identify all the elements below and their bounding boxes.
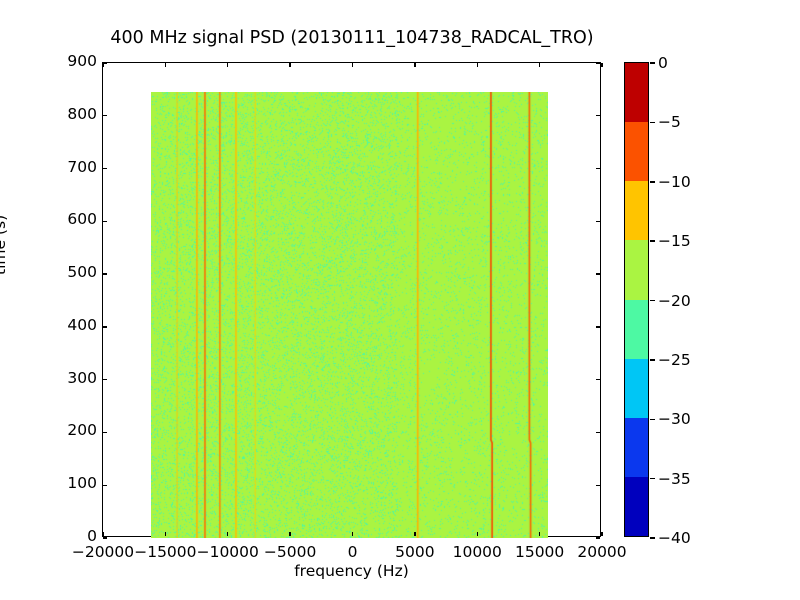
y-axis-tick-right (596, 115, 600, 117)
colorbar-tick (650, 299, 655, 302)
colorbar-tick-label: 0 (658, 54, 668, 72)
page-title: 400 MHz signal PSD (20130111_104738_RADC… (110, 28, 594, 48)
y-axis-tick (103, 220, 107, 223)
colorbar: 0 −5 −10 −15 −20 −25 −30 −35 −40 (624, 54, 691, 547)
y-axis-tick (103, 115, 107, 117)
colorbar-tick (650, 62, 655, 64)
y-axis-tick-right (596, 62, 600, 64)
colorbar-band (625, 63, 648, 123)
x-axis-tick-top (538, 63, 541, 67)
x-axis-tick-top (289, 63, 291, 67)
colorbar-tick-label: −5 (658, 113, 681, 132)
x-axis-tick-label: −15000 (134, 543, 197, 561)
y-axis-tick-right (596, 273, 600, 275)
y-axis-tick-label: 300 (67, 368, 97, 387)
y-axis-tick-label: 400 (67, 315, 97, 334)
y-axis-tick-label: 500 (67, 263, 97, 282)
y-axis-tick-label: 0 (87, 527, 97, 545)
colorbar-tick-label: −15 (658, 232, 691, 251)
colorbar-band (625, 299, 648, 359)
y-axis-tick-right (596, 220, 600, 223)
y-axis-tick-label: 800 (67, 104, 97, 123)
x-axis-tick (538, 532, 541, 536)
y-axis-tick (103, 537, 107, 539)
y-axis-tick (103, 273, 107, 275)
y-axis-tick-label: 700 (67, 157, 97, 176)
y-axis-tick (103, 431, 107, 434)
colorbar-band (625, 122, 648, 182)
x-axis-tick-label: 20000 (577, 543, 627, 561)
x-axis-tick (351, 532, 354, 536)
x-axis-tick (164, 532, 167, 536)
x-axis-tick-label: −20000 (71, 543, 135, 561)
y-axis-tick (103, 326, 107, 328)
colorbar-tick (650, 477, 655, 480)
colorbar-tick (650, 359, 655, 361)
colorbar-band (625, 358, 648, 418)
x-axis-tick-label: 5000 (395, 543, 435, 561)
x-axis-tick-top (164, 63, 167, 67)
y-axis-tick (103, 62, 107, 64)
y-axis-tick-label: 900 (67, 52, 97, 70)
x-axis-tick (414, 532, 416, 536)
colorbar-tick-label: −25 (658, 350, 691, 369)
x-axis-tick-top (601, 63, 603, 67)
y-axis-tick (103, 167, 107, 170)
colorbar-tick (650, 418, 655, 420)
colorbar-band (625, 240, 648, 300)
colorbar-band (625, 417, 648, 477)
x-axis-tick (289, 532, 291, 536)
y-axis-tick-right (596, 378, 600, 381)
x-axis-tick (102, 532, 104, 536)
colorbar-tick (650, 181, 655, 183)
x-axis-tick-top (414, 63, 416, 67)
heatmap-canvas (151, 92, 548, 538)
colorbar-tick (650, 537, 655, 539)
y-axis-tick-right (596, 537, 600, 539)
x-axis-tick-label: 0 (347, 543, 358, 561)
x-axis-tick-top (102, 63, 104, 67)
x-axis-label: frequency (Hz) (294, 562, 409, 580)
x-axis-tick-label: −10000 (196, 543, 259, 561)
plot-axes: 0 100 200 300 400 500 600 700 800 900 −20000 −15000… (67, 52, 626, 561)
colorbar-tick-label: −10 (658, 172, 691, 191)
y-axis-tick-right (596, 431, 600, 434)
colorbar-tick (650, 240, 655, 242)
y-axis-tick-right (596, 484, 600, 486)
x-axis-tick-top (227, 63, 229, 67)
x-axis-tick-label: 15000 (514, 543, 565, 561)
y-axis-tick (103, 484, 107, 486)
heatmap-data-region (151, 92, 548, 538)
colorbar-tick-label: −35 (658, 469, 691, 488)
colorbar-tick (650, 121, 655, 124)
y-axis-tick-label: 100 (67, 474, 97, 493)
y-axis-tick-right (596, 167, 600, 170)
x-axis-tick (227, 532, 229, 536)
y-axis-tick-right (596, 326, 600, 328)
y-axis-tick (103, 378, 107, 381)
colorbar-tick-label: −20 (658, 291, 691, 310)
x-axis-tick (601, 532, 603, 536)
x-axis-tick-label: −5000 (263, 543, 317, 561)
colorbar-tick-label: −30 (658, 410, 691, 429)
x-axis-tick-top (351, 63, 354, 67)
colorbar-band (625, 476, 648, 536)
x-axis-tick-top (476, 63, 478, 67)
x-axis-tick-label: 10000 (452, 543, 502, 561)
colorbar-tick-label: −40 (658, 529, 691, 547)
y-axis-label: time (s) (0, 214, 9, 275)
x-axis-tick (476, 532, 478, 536)
y-axis-tick-label: 200 (67, 421, 97, 440)
colorbar-band (625, 181, 648, 241)
y-axis-tick-label: 600 (67, 210, 97, 229)
